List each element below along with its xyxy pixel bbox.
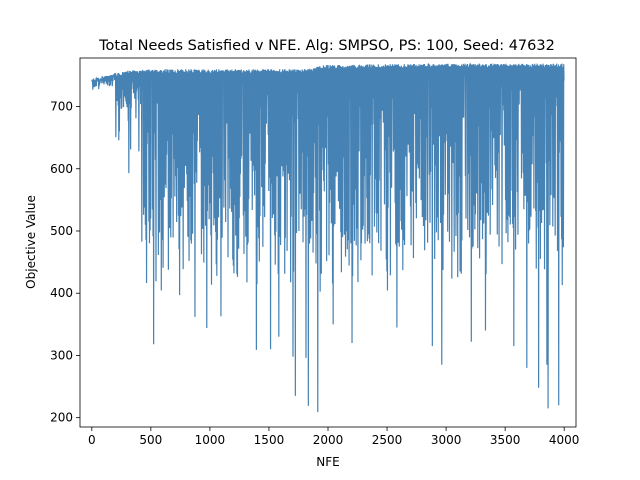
y-tick-label: 300: [50, 348, 73, 362]
x-axis-label: NFE: [316, 455, 339, 469]
x-tick-label: 1000: [195, 433, 226, 447]
chart-title: Total Needs Satisfied v NFE. Alg: SMPSO,…: [98, 38, 555, 54]
y-tick-label: 400: [50, 286, 73, 300]
x-tick-label: 4000: [549, 433, 580, 447]
y-tick-label: 700: [50, 100, 73, 114]
y-axis: 200 300 400 500 600 700: [50, 100, 80, 425]
x-tick-label: 500: [139, 433, 162, 447]
series-line: [91, 62, 565, 413]
y-tick-label: 500: [50, 224, 73, 238]
x-tick-label: 3500: [490, 433, 521, 447]
plot-frame: [79, 57, 577, 428]
y-tick-label: 200: [50, 411, 73, 425]
x-tick-label: 1500: [254, 433, 285, 447]
y-tick-label: 600: [50, 162, 73, 176]
x-tick-label: 2000: [313, 433, 344, 447]
x-tick-label: 2500: [372, 433, 403, 447]
x-tick-label: 0: [88, 433, 96, 447]
y-axis-label: Objective Value: [24, 195, 38, 289]
x-axis: 0 500 1000 1500 2000 2500 3000 3500 4000: [88, 427, 579, 447]
plot-area: [91, 62, 565, 413]
x-tick-label: 3000: [431, 433, 462, 447]
